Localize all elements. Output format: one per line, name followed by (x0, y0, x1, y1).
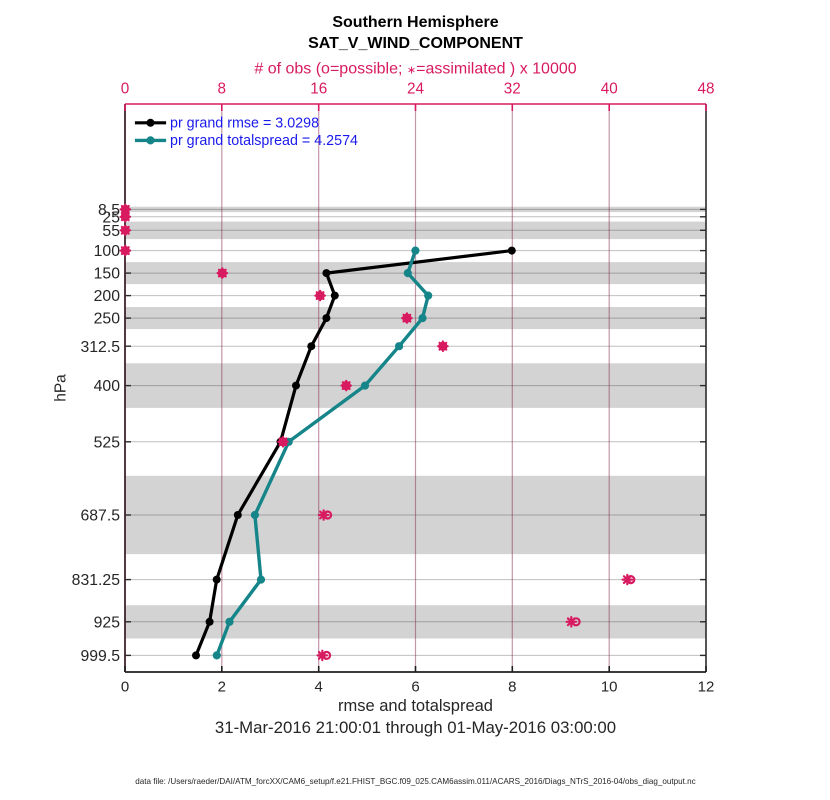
svg-text:312.5: 312.5 (80, 339, 120, 356)
svg-text:16: 16 (310, 81, 327, 98)
svg-text:100: 100 (94, 243, 121, 260)
svg-text:Southern Hemisphere: Southern Hemisphere (332, 14, 498, 31)
svg-text:32: 32 (504, 81, 521, 98)
svg-text:SAT_V_WIND_COMPONENT: SAT_V_WIND_COMPONENT (308, 35, 523, 52)
svg-text:400: 400 (94, 378, 121, 395)
svg-text:12: 12 (698, 679, 715, 696)
svg-text:2: 2 (218, 679, 226, 696)
svg-text:8: 8 (218, 81, 227, 98)
svg-text:31-Mar-2016 21:00:01 through 0: 31-Mar-2016 21:00:01 through 01-May-2016… (215, 718, 616, 737)
svg-text:55: 55 (102, 223, 120, 240)
svg-text:# of obs (o=possible; ∗=assimi: # of obs (o=possible; ∗=assimilated ) x … (254, 61, 576, 78)
svg-text:4: 4 (315, 679, 323, 696)
svg-text:data file: /Users/raeder/DAI/A: data file: /Users/raeder/DAI/ATM_forcXX/… (135, 777, 695, 786)
svg-text:525: 525 (94, 434, 121, 451)
svg-text:999.5: 999.5 (80, 648, 120, 665)
svg-text:24: 24 (407, 81, 425, 98)
svg-text:hPa: hPa (52, 374, 69, 402)
svg-text:40: 40 (601, 81, 618, 98)
svg-text:48: 48 (697, 81, 714, 98)
svg-text:200: 200 (94, 288, 121, 305)
svg-text:6: 6 (411, 679, 419, 696)
svg-text:8.5: 8.5 (98, 202, 120, 219)
svg-text:150: 150 (94, 266, 121, 283)
svg-text:0: 0 (121, 679, 129, 696)
svg-text:10: 10 (601, 679, 618, 696)
svg-text:0: 0 (121, 81, 130, 98)
svg-text:8: 8 (508, 679, 516, 696)
svg-text:pr grand rmse = 3.0298: pr grand rmse = 3.0298 (170, 116, 319, 132)
svg-text:250: 250 (94, 311, 121, 328)
svg-text:pr grand totalspread = 4.2574: pr grand totalspread = 4.2574 (170, 133, 358, 149)
svg-text:687.5: 687.5 (80, 508, 120, 525)
svg-text:25: 25 (102, 209, 120, 226)
svg-text:rmse and totalspread: rmse and totalspread (338, 697, 493, 715)
svg-text:925: 925 (94, 614, 121, 631)
svg-text:831.25: 831.25 (72, 572, 121, 589)
